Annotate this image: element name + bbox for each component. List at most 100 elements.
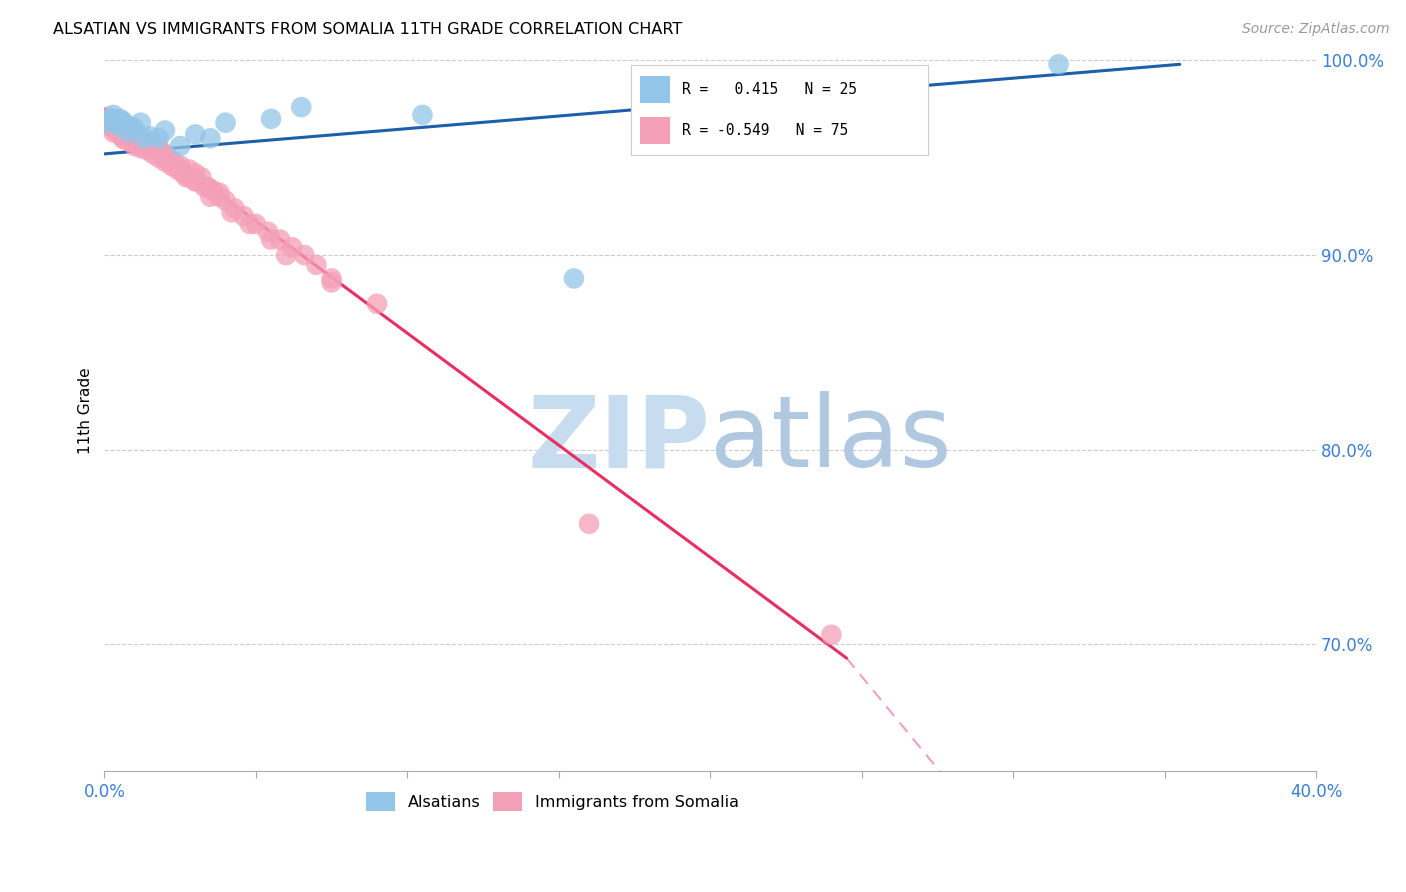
Point bbox=[127, 137, 149, 152]
Point bbox=[200, 131, 222, 145]
Point bbox=[257, 225, 280, 239]
Point bbox=[105, 116, 128, 130]
Point bbox=[562, 271, 585, 285]
Point bbox=[366, 297, 388, 311]
Point bbox=[103, 125, 125, 139]
Point bbox=[166, 162, 188, 177]
Point bbox=[290, 100, 312, 114]
Point bbox=[1047, 57, 1070, 71]
Point bbox=[321, 271, 343, 285]
Point bbox=[153, 151, 176, 165]
Point bbox=[129, 131, 152, 145]
Point bbox=[124, 121, 146, 136]
Point bbox=[160, 159, 183, 173]
Point bbox=[114, 118, 136, 132]
Point bbox=[214, 116, 236, 130]
Point bbox=[132, 131, 155, 145]
Point bbox=[117, 131, 139, 145]
Point bbox=[108, 112, 131, 126]
Point bbox=[148, 151, 170, 165]
Point bbox=[190, 170, 212, 185]
Point bbox=[208, 190, 231, 204]
Point bbox=[200, 182, 222, 196]
Point bbox=[305, 258, 328, 272]
Point bbox=[160, 154, 183, 169]
Point bbox=[142, 146, 165, 161]
Point bbox=[96, 116, 118, 130]
Point bbox=[132, 135, 155, 149]
Point bbox=[179, 170, 201, 185]
Point bbox=[200, 190, 222, 204]
Point bbox=[129, 116, 152, 130]
Point bbox=[169, 159, 191, 173]
Point bbox=[260, 233, 283, 247]
Point bbox=[169, 162, 191, 177]
Point bbox=[121, 120, 143, 134]
Point bbox=[148, 141, 170, 155]
Point bbox=[184, 174, 207, 188]
Point bbox=[184, 128, 207, 142]
Point bbox=[195, 180, 218, 194]
Legend: Alsatians, Immigrants from Somalia: Alsatians, Immigrants from Somalia bbox=[360, 786, 745, 817]
Point bbox=[139, 129, 162, 144]
Point bbox=[156, 151, 179, 165]
Text: Source: ZipAtlas.com: Source: ZipAtlas.com bbox=[1241, 22, 1389, 37]
Text: ZIP: ZIP bbox=[527, 392, 710, 488]
Point bbox=[108, 123, 131, 137]
Point bbox=[169, 139, 191, 153]
Point bbox=[411, 108, 433, 122]
Point bbox=[124, 139, 146, 153]
Point bbox=[281, 240, 304, 254]
Text: ALSATIAN VS IMMIGRANTS FROM SOMALIA 11TH GRADE CORRELATION CHART: ALSATIAN VS IMMIGRANTS FROM SOMALIA 11TH… bbox=[53, 22, 683, 37]
Point bbox=[179, 162, 201, 177]
Point bbox=[150, 146, 173, 161]
Point bbox=[129, 141, 152, 155]
Point bbox=[105, 123, 128, 137]
Point bbox=[100, 120, 122, 134]
Point bbox=[202, 184, 225, 198]
Point bbox=[245, 217, 267, 231]
Point bbox=[139, 135, 162, 149]
Point bbox=[172, 166, 194, 180]
Point bbox=[239, 217, 262, 231]
Point bbox=[578, 516, 600, 531]
Point bbox=[108, 120, 131, 134]
Point bbox=[269, 233, 291, 247]
Point bbox=[208, 186, 231, 200]
Point bbox=[820, 628, 842, 642]
Point bbox=[163, 154, 186, 169]
Point bbox=[139, 139, 162, 153]
Point bbox=[96, 116, 118, 130]
Point bbox=[117, 125, 139, 139]
Point bbox=[103, 112, 125, 126]
Point bbox=[121, 135, 143, 149]
Point bbox=[232, 209, 254, 223]
Point bbox=[135, 143, 157, 157]
Point bbox=[111, 113, 134, 128]
Point bbox=[103, 108, 125, 122]
Point bbox=[184, 174, 207, 188]
Point bbox=[224, 202, 246, 216]
Point bbox=[145, 143, 167, 157]
Point bbox=[153, 123, 176, 137]
Point bbox=[111, 131, 134, 145]
Point bbox=[260, 112, 283, 126]
Point bbox=[193, 180, 215, 194]
Point bbox=[111, 125, 134, 139]
Point bbox=[96, 110, 118, 124]
Point bbox=[174, 170, 197, 185]
Point bbox=[153, 154, 176, 169]
Point bbox=[121, 131, 143, 145]
Point bbox=[108, 128, 131, 142]
Text: atlas: atlas bbox=[710, 392, 952, 488]
Point bbox=[100, 116, 122, 130]
Point bbox=[276, 248, 298, 262]
Point bbox=[292, 248, 315, 262]
Point bbox=[105, 120, 128, 134]
Point bbox=[103, 121, 125, 136]
Point bbox=[214, 194, 236, 208]
Point bbox=[124, 128, 146, 142]
Point bbox=[184, 166, 207, 180]
Point bbox=[117, 125, 139, 139]
Y-axis label: 11th Grade: 11th Grade bbox=[79, 368, 93, 454]
